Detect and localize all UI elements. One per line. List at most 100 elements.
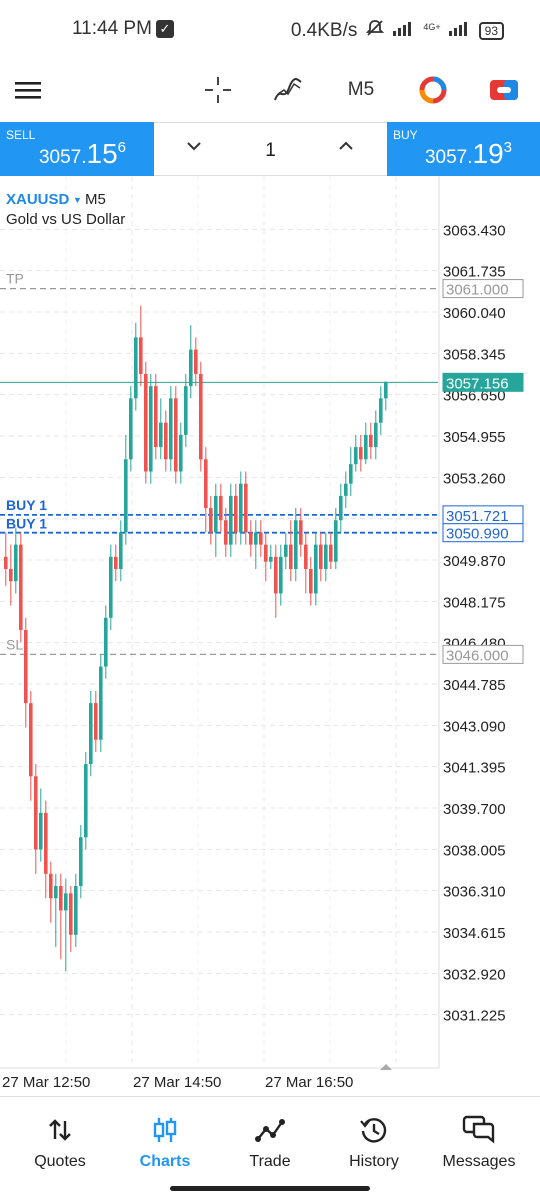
candle-body [69,893,73,935]
symbol-dropdown-icon[interactable]: ▼ [73,195,82,205]
candle-body [104,617,108,667]
candle-body [209,508,213,533]
time-tick-label: 27 Mar 12:50 [2,1074,90,1091]
trade-signals-icon[interactable] [415,70,451,110]
candle-body [184,386,188,435]
candle-body [149,386,153,472]
price-tick-label: 3039.700 [443,801,506,818]
mute-icon [365,18,385,44]
price-tick-label: 3049.870 [443,553,506,570]
candle-body [114,556,118,570]
candle-body [39,812,43,850]
lot-value[interactable]: 1 [265,140,276,161]
signal-icon [393,20,415,42]
increase-lot-button[interactable] [338,137,354,160]
candle-body [289,544,293,570]
candle-body [224,520,228,545]
candle-body [169,398,173,460]
candle-body [79,837,83,887]
candle-body [119,532,123,570]
candle-body [299,520,303,545]
price-tick-label: 3058.345 [443,346,506,363]
price-chart[interactable]: TP BUY 1 BUY 1 SL 3063.430 3061.735 3060.040 3… [0,176,540,1096]
candle-body [354,447,358,465]
candle-body [259,532,263,545]
price-level-label: BUY 1 [6,516,47,532]
candle-body [194,349,198,374]
candle-body [4,556,8,570]
nav-quotes[interactable]: Quotes [8,1113,112,1171]
buy-button[interactable]: BUY 3057.193 [387,122,540,176]
sell-label: SELL [6,128,36,142]
home-indicator [170,1186,370,1191]
price-tick-label: 3036.310 [443,884,506,901]
candle-body [94,703,98,740]
candle-body [139,337,143,374]
app-notification-icon: ✓ [155,20,174,38]
price-tick-label: 3044.785 [443,677,506,694]
candle-body [274,556,278,594]
candle-body [24,629,28,704]
candle-body [84,764,88,838]
time-tick-label: 27 Mar 16:50 [265,1074,353,1091]
price-level-label: BUY 1 [6,497,47,513]
candle-body [154,386,158,448]
chart-grid [0,176,440,1069]
candle-body [74,886,78,935]
chart-time-axis: 27 Mar 12:50 27 Mar 14:50 27 Mar 16:50 [2,1074,353,1091]
nav-history[interactable]: History [322,1113,426,1171]
sell-price: 3057.156 [38,138,126,169]
price-level-value: 3057.156 [446,375,509,392]
price-tick-label: 3031.225 [443,1008,506,1025]
price-tick-label: 3048.175 [443,594,506,611]
candle-body [329,544,333,562]
messages-icon [427,1113,531,1147]
price-level-tag [442,644,524,664]
crosshair-icon[interactable] [200,70,236,110]
candle-body [14,544,18,582]
price-tick-label: 3063.430 [443,222,506,239]
candle-body [124,459,128,533]
price-level-value: 3050.990 [446,526,509,543]
candle-body [129,398,133,460]
nav-messages[interactable]: Messages [427,1113,531,1171]
price-level-tag [442,523,524,543]
chart-description: Gold vs US Dollar [6,211,125,228]
indicators-icon[interactable] [270,70,306,110]
candle-body [144,373,148,472]
candle-body [54,886,58,899]
candle-body [174,398,178,472]
candle-body [349,464,353,484]
chart-timeframe: M5 [85,191,106,208]
menu-icon[interactable] [12,70,44,110]
price-level-value: 3061.000 [446,282,509,299]
price-tick-label: 3060.040 [443,305,506,322]
candle-body [219,495,223,521]
candle-body [384,382,388,399]
price-level-label: SL [6,636,23,652]
sell-button[interactable]: SELL 3057.156 [0,122,154,176]
price-level-value: 3046.000 [446,647,509,664]
nav-trade[interactable]: Trade [218,1113,322,1171]
candle-body [229,495,233,545]
timeframe-button[interactable]: M5 [347,79,375,100]
candle-body [264,544,268,562]
time-tick-label: 27 Mar 14:50 [133,1074,221,1091]
nav-charts[interactable]: Charts [113,1113,217,1171]
candle-body [304,544,308,570]
buy-label: BUY [393,128,418,142]
charts-icon [113,1113,217,1147]
decrease-lot-button[interactable] [186,137,202,160]
candle-body [374,422,378,448]
candle-body [59,886,63,911]
scroll-up-icon[interactable] [380,1064,392,1070]
candle-body [164,422,168,460]
network-type: 4G+ [423,21,441,32]
price-tick-label: 3038.005 [443,842,506,859]
one-click-trading-icon[interactable] [486,70,522,110]
trade-icon [218,1113,322,1147]
chart-symbol[interactable]: XAUUSD [6,191,70,208]
status-time: 11:44 PM ✓ [72,18,174,40]
candle-body [9,569,13,582]
